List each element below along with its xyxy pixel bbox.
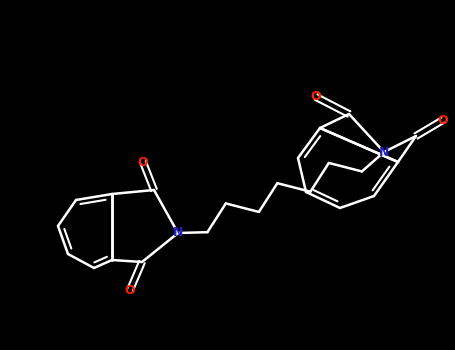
Text: N: N <box>173 226 183 239</box>
Text: O: O <box>138 155 148 168</box>
Text: O: O <box>311 91 321 104</box>
Text: O: O <box>438 113 448 126</box>
Text: N: N <box>379 146 389 159</box>
Text: O: O <box>125 284 135 296</box>
